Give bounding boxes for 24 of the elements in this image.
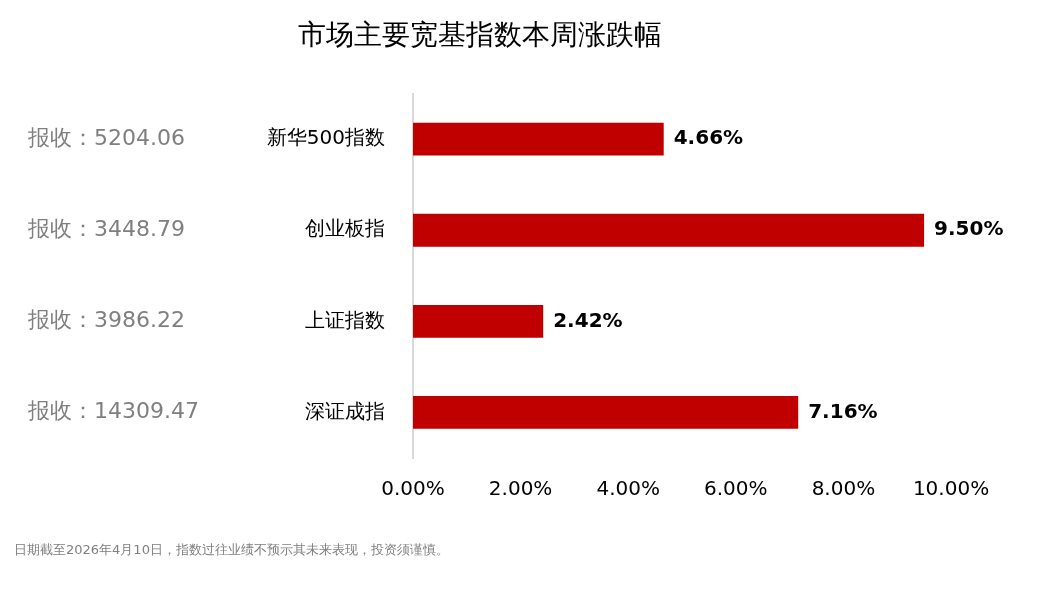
data-label: 7.16%: [808, 398, 878, 423]
y-tick-label: 新华500指数: [266, 125, 385, 150]
text: 日期截至2026年4月10日，指数过往业绩不预示其未来表现，投资须谨慎。: [14, 542, 449, 558]
bar: [413, 213, 925, 247]
bar: [413, 304, 544, 338]
x-tick-label: 8.00%: [811, 476, 876, 501]
x-tick-label: 0.00%: [381, 476, 445, 501]
text: 报收：3448.79: [27, 215, 185, 241]
chart-title: 市场主要宽基指数本周涨跌幅: [297, 18, 662, 52]
text: 报收：5204.06: [27, 124, 185, 150]
bar: [413, 122, 664, 156]
x-tick-label: 6.00%: [704, 476, 768, 501]
bar: [413, 396, 799, 429]
text: 报收：14309.47: [27, 398, 199, 424]
data-label: 9.50%: [934, 216, 1004, 241]
x-tick-label: 10.00%: [912, 476, 990, 501]
y-tick-label: 创业板指: [305, 216, 385, 241]
data-label: 2.42%: [553, 307, 623, 332]
data-label: 4.66%: [673, 125, 744, 150]
x-tick-label: 2.00%: [488, 476, 553, 501]
y-tick-label: 上证指数: [305, 307, 385, 332]
y-tick-label: 深证成指: [305, 398, 385, 423]
x-tick-label: 4.00%: [596, 476, 660, 501]
text: 报收：3986.22: [27, 307, 185, 333]
